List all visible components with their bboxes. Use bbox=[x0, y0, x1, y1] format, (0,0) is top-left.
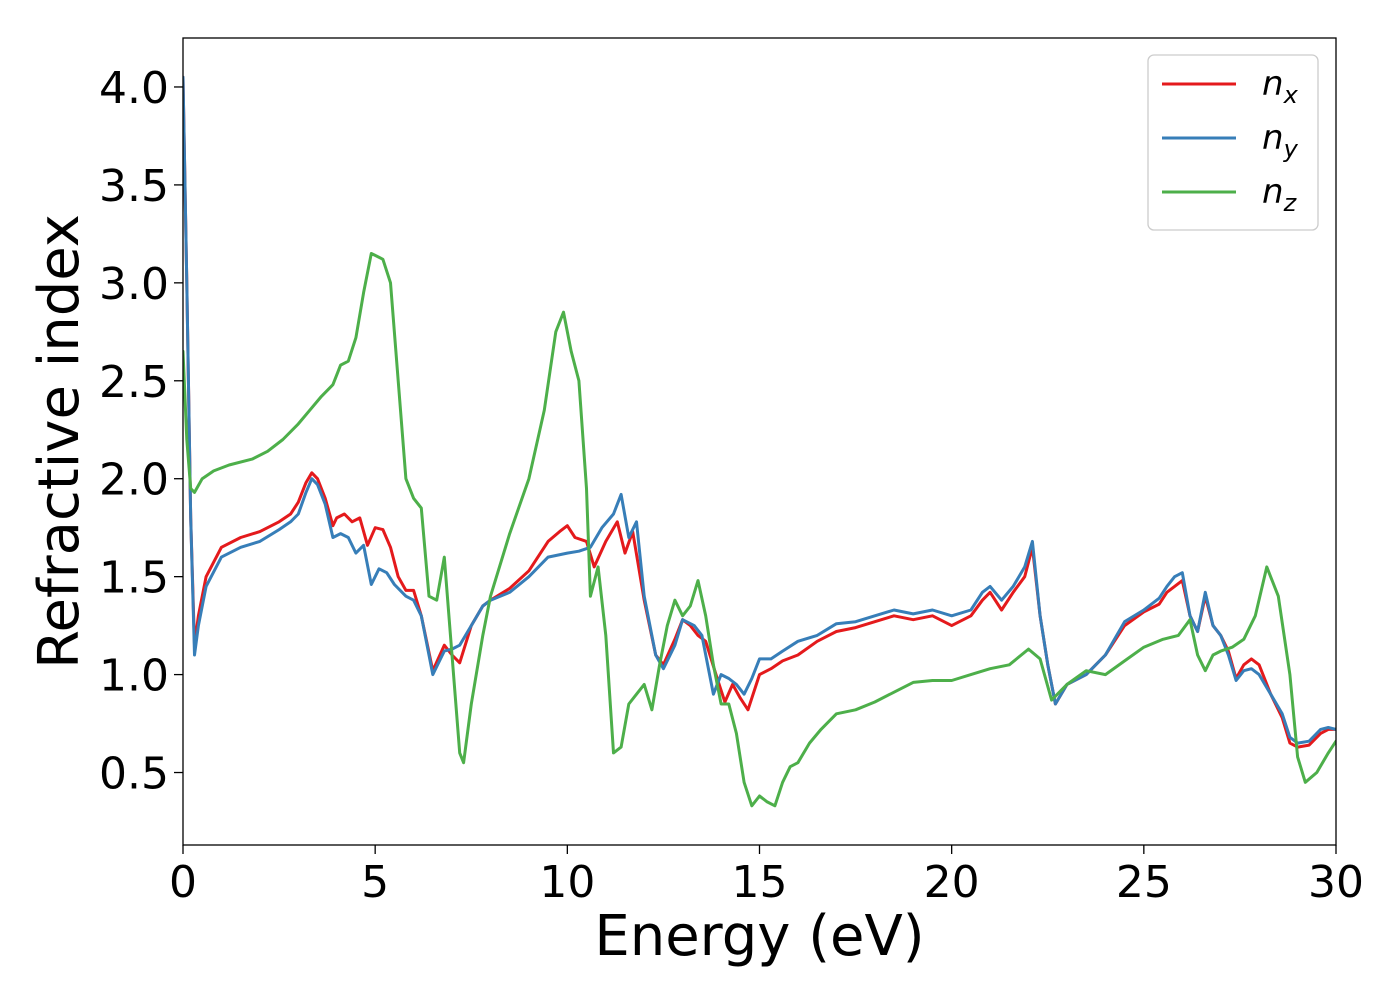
legend-label-y: ny bbox=[1262, 118, 1299, 163]
x-axis: 0 5 10 15 20 25 30 bbox=[169, 845, 1364, 908]
x-tick-label: 25 bbox=[1116, 857, 1172, 908]
y-tick-label: 3.0 bbox=[99, 259, 169, 310]
y-tick-label: 0.5 bbox=[99, 749, 169, 800]
series-layer bbox=[183, 75, 1336, 808]
y-tick-label: 3.5 bbox=[99, 161, 169, 212]
legend: nx ny nz bbox=[1147, 54, 1319, 231]
legend-label-x: nx bbox=[1262, 64, 1299, 109]
series-line-z bbox=[183, 252, 1336, 808]
y-tick-label: 2.5 bbox=[99, 357, 169, 408]
x-tick-label: 0 bbox=[169, 857, 197, 908]
legend-label-z: nz bbox=[1262, 172, 1298, 217]
x-axis-title: Energy (eV) bbox=[594, 904, 924, 969]
y-tick-label: 1.0 bbox=[99, 651, 169, 702]
x-tick-label: 20 bbox=[924, 857, 980, 908]
x-tick-label: 30 bbox=[1308, 857, 1364, 908]
legend-box bbox=[1147, 54, 1319, 231]
y-axis-title: Refractive index bbox=[27, 214, 92, 669]
y-tick-label: 2.0 bbox=[99, 455, 169, 506]
x-tick-label: 15 bbox=[732, 857, 788, 908]
y-axis: 0.5 1.0 1.5 2.0 2.5 3.0 3.5 4.0 bbox=[99, 63, 183, 800]
y-tick-label: 1.5 bbox=[99, 553, 169, 604]
y-tick-label: 4.0 bbox=[99, 63, 169, 114]
x-tick-label: 10 bbox=[539, 857, 595, 908]
x-tick-label: 5 bbox=[361, 857, 389, 908]
